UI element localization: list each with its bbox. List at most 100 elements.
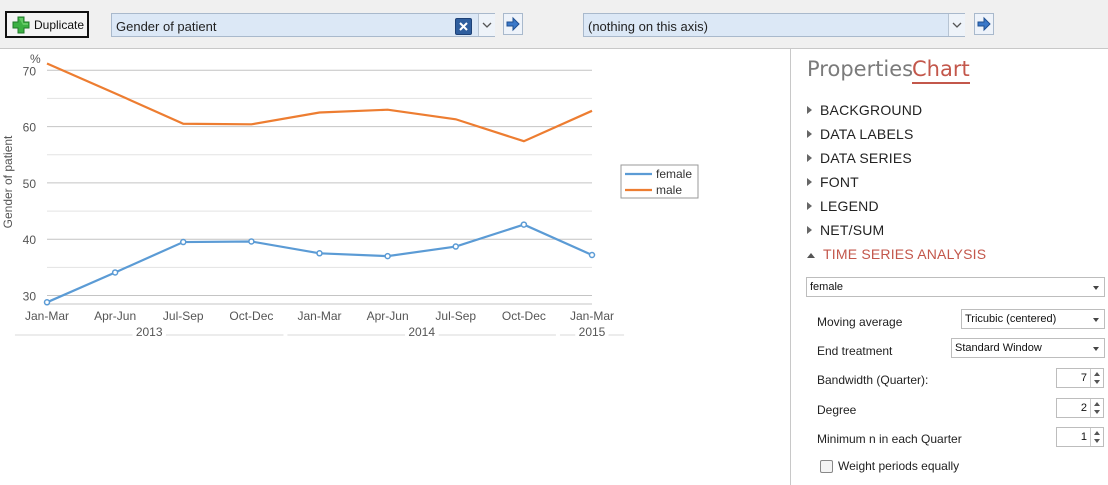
row-variable-combo[interactable]: Gender of patient: [111, 13, 495, 37]
x-tick-label: Oct-Dec: [229, 309, 273, 323]
year-label: 2014: [408, 325, 435, 339]
column-variable-text: (nothing on this axis): [588, 19, 708, 34]
y-tick-label: 30: [23, 290, 37, 304]
moving-average-select[interactable]: Tricubic (centered): [961, 309, 1105, 329]
checkbox-box[interactable]: [820, 459, 833, 473]
y-tick-label: 60: [23, 121, 37, 135]
plus-icon: [12, 16, 30, 33]
x-tick-label: Oct-Dec: [502, 309, 546, 323]
column-variable-combo[interactable]: (nothing on this axis): [583, 13, 965, 37]
section-legend[interactable]: LEGEND: [807, 198, 879, 214]
toolbar: Duplicate Gender of patient (nothing on …: [0, 0, 1108, 49]
y-tick-label: 70: [23, 64, 37, 78]
stepper-down-icon[interactable]: [1094, 439, 1100, 443]
moving-average-label: Moving average: [817, 315, 903, 329]
y-axis-title: Gender of patient: [1, 135, 15, 228]
expand-arrow-icon: [807, 154, 812, 162]
section-label: NET/SUM: [820, 222, 885, 238]
apply-column-arrow-button[interactable]: [974, 13, 994, 35]
data-point-female: [180, 238, 187, 246]
properties-panel: Properties Chart BACKGROUND DATA LABELS …: [791, 49, 1108, 485]
clear-icon[interactable]: [455, 18, 472, 35]
section-label: DATA SERIES: [820, 150, 912, 166]
section-time-series-analysis[interactable]: TIME SERIES ANALYSIS: [807, 246, 986, 262]
data-point-female: [520, 221, 528, 228]
section-font[interactable]: FONT: [807, 174, 859, 190]
chart-area: 30 40 50 60 70% Gender of patient Jan-Mar Apr-J…: [0, 49, 790, 485]
panel-divider[interactable]: [790, 49, 791, 485]
legend-label: female: [656, 167, 692, 181]
x-tick-label: Apr-Jun: [367, 309, 409, 323]
section-label: BACKGROUND: [820, 102, 923, 118]
expand-arrow-icon: [807, 106, 812, 114]
chevron-down-icon: [1093, 318, 1099, 322]
degree-label: Degree: [817, 403, 857, 417]
chevron-down-icon: [1093, 347, 1099, 351]
weight-periods-checkbox[interactable]: Weight periods equally: [820, 459, 959, 473]
data-point-female: [248, 238, 255, 245]
section-data-series[interactable]: DATA SERIES: [807, 150, 912, 166]
chevron-down-icon[interactable]: [478, 14, 495, 36]
legend-box: [620, 164, 699, 199]
data-point-female: [384, 252, 391, 260]
series-line-male: [46, 62, 593, 143]
stepper-down-icon[interactable]: [1094, 410, 1100, 414]
year-label: 2015: [579, 325, 606, 339]
data-point-female: [111, 269, 119, 276]
degree-value: 2: [1080, 402, 1087, 414]
section-background[interactable]: BACKGROUND: [807, 102, 922, 118]
x-tick-label: Jul-Sep: [435, 309, 476, 323]
stepper-up-icon[interactable]: [1094, 372, 1100, 376]
arrow-right-icon: [506, 16, 520, 32]
degree-stepper[interactable]: 2: [1056, 398, 1104, 418]
moving-average-value: Tricubic (centered): [965, 313, 1057, 325]
x-tick-label: Jan-Mar: [25, 309, 69, 323]
section-label: FONT: [820, 174, 859, 190]
section-label: TIME SERIES ANALYSIS: [823, 246, 987, 262]
minimum-n-value: 1: [1080, 431, 1087, 443]
expand-arrow-icon: [807, 178, 812, 186]
section-label: DATA LABELS: [820, 126, 914, 142]
x-tick-label: Jul-Sep: [163, 309, 204, 323]
stepper-up-icon[interactable]: [1094, 402, 1100, 406]
x-tick-label: Apr-Jun: [94, 309, 136, 323]
tab-properties[interactable]: Properties: [807, 57, 914, 81]
expand-arrow-icon: [807, 226, 812, 234]
minimum-n-stepper[interactable]: 1: [1056, 427, 1104, 447]
tab-chart[interactable]: Chart: [912, 57, 970, 84]
data-point-female: [452, 243, 459, 250]
section-data-labels[interactable]: DATA LABELS: [807, 126, 914, 142]
stepper-down-icon[interactable]: [1094, 380, 1100, 384]
series-line-female: [46, 223, 593, 304]
y-tick-label: 50: [23, 177, 37, 191]
y-tick-label: 40: [23, 233, 37, 247]
chevron-down-icon: [1093, 286, 1099, 290]
bandwidth-label: Bandwidth (Quarter):: [817, 373, 929, 387]
x-tick-label: Jan-Mar: [570, 309, 614, 323]
row-variable-text: Gender of patient: [116, 19, 217, 34]
bandwidth-value: 7: [1080, 372, 1087, 384]
data-point-female: [43, 299, 51, 306]
data-point-female: [316, 250, 323, 257]
end-treatment-value: Standard Window: [955, 342, 1042, 354]
chevron-down-icon[interactable]: [948, 14, 965, 36]
data-point-female: [588, 251, 596, 259]
apply-arrow-button[interactable]: [503, 13, 523, 35]
stepper-up-icon[interactable]: [1094, 431, 1100, 435]
section-net-sum[interactable]: NET/SUM: [807, 222, 884, 238]
minimum-n-label: Minimum n in each Quarter: [817, 432, 962, 446]
end-treatment-select[interactable]: Standard Window: [951, 338, 1105, 358]
expand-arrow-icon: [807, 130, 812, 138]
legend-label: male: [656, 183, 682, 197]
expand-arrow-icon: [807, 202, 812, 210]
bandwidth-stepper[interactable]: 7: [1056, 368, 1104, 388]
year-label: 2013: [136, 325, 163, 339]
y-unit-label: %: [30, 52, 41, 66]
duplicate-button[interactable]: Duplicate: [5, 11, 89, 38]
arrow-right-icon: [977, 16, 991, 32]
end-treatment-label: End treatment: [817, 344, 893, 358]
section-label: LEGEND: [820, 198, 879, 214]
series-select[interactable]: female: [806, 277, 1105, 297]
collapse-arrow-icon: [807, 252, 815, 258]
line-chart: 30 40 50 60 70% Gender of patient Jan-Mar Apr-J…: [1, 52, 699, 343]
